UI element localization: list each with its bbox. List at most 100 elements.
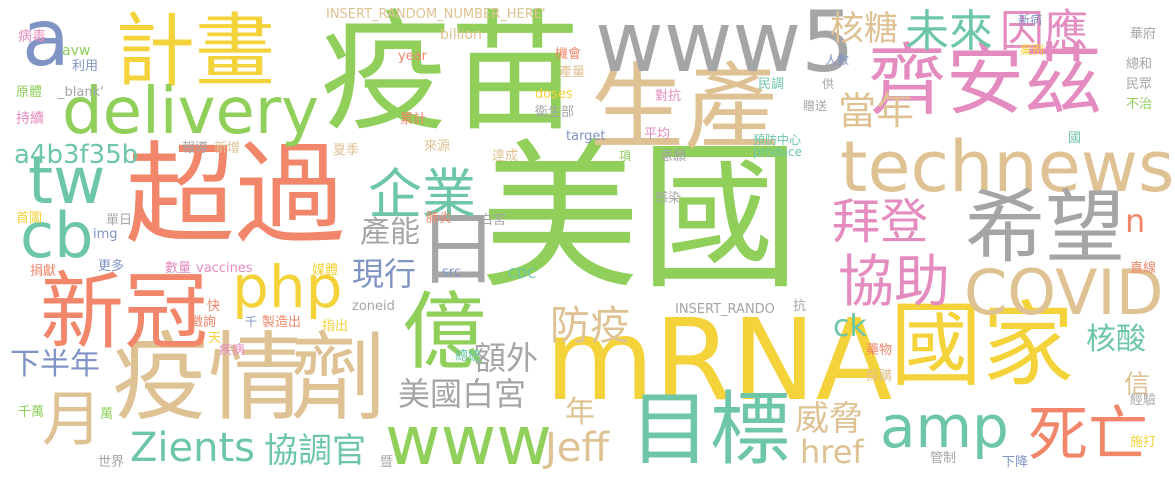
word: 供	[822, 77, 835, 91]
word: 億	[402, 283, 487, 381]
word: 美國白宮	[398, 375, 527, 413]
word: vaccines	[196, 261, 253, 276]
word: 媒體	[312, 263, 339, 278]
word: 病毒	[18, 29, 46, 45]
word: 達成	[492, 149, 519, 164]
word: INSERT_RANDOM_NUMBER_HERE'	[326, 7, 546, 22]
word: 下降	[1002, 455, 1029, 470]
word: 單日	[106, 213, 133, 228]
word: 額外	[474, 339, 539, 377]
word: Jeff	[545, 425, 609, 471]
word: 華府	[1130, 27, 1157, 42]
word: 直線	[1130, 261, 1157, 276]
word: 劑	[290, 322, 386, 434]
word: 下半年	[10, 347, 100, 382]
word: www5	[595, 0, 855, 91]
word: 核酸	[1086, 322, 1146, 357]
word: 總統	[455, 349, 482, 364]
word: 經驗	[1130, 393, 1157, 408]
word: 日	[418, 203, 498, 296]
word: 總和	[1126, 57, 1153, 72]
word: 首圖	[16, 211, 43, 226]
word: ck	[833, 309, 867, 344]
word: INSERT_RANDO	[675, 302, 775, 317]
word: 防疫	[550, 303, 630, 349]
word: a4b3f35b	[14, 140, 139, 170]
word: 協調官	[264, 431, 366, 471]
word: 製造出	[262, 315, 302, 330]
word: 威脅	[795, 399, 863, 439]
word: 世界	[98, 455, 125, 470]
word: 機會	[555, 47, 582, 62]
word: amp	[880, 393, 1009, 461]
word: 疫情	[112, 322, 304, 434]
word: 超過	[125, 131, 345, 259]
word: 更多	[98, 259, 125, 274]
word: 新冠	[40, 263, 209, 361]
word: 月	[42, 385, 102, 455]
word: delivery	[62, 75, 319, 149]
word: 民眾	[1126, 77, 1153, 92]
word: technews	[840, 126, 1175, 208]
word: 目標	[630, 383, 790, 476]
word: 肺炎	[426, 211, 453, 226]
word: 採購	[866, 369, 893, 384]
word: 藥物	[866, 343, 893, 358]
word: Zients	[130, 425, 255, 471]
word: www	[385, 402, 552, 481]
word: 不治	[1126, 97, 1153, 112]
word: mRNA	[545, 296, 893, 426]
word: 當年	[838, 89, 915, 133]
word: 快	[207, 299, 221, 314]
word: 齊安茲	[868, 36, 1103, 126]
word: 對抗	[655, 89, 682, 104]
word: 意願	[660, 149, 687, 164]
word: CDC	[508, 267, 537, 282]
word: 抗	[793, 299, 807, 314]
word: year	[398, 49, 428, 64]
word: 人數	[825, 53, 850, 67]
word: 贈送	[803, 99, 828, 113]
word: 項	[619, 149, 632, 163]
word: 拜登	[832, 194, 929, 250]
word: 預防中心	[753, 133, 802, 147]
word: 徵詢	[190, 315, 217, 330]
word: 捐獻	[30, 264, 57, 279]
word: 持續	[16, 111, 44, 127]
word: 白宮	[480, 213, 507, 228]
word: produce	[753, 145, 802, 159]
word: 國	[1068, 131, 1082, 146]
word: billion	[440, 27, 482, 43]
word: 計畫	[115, 5, 275, 98]
word: 協助	[838, 250, 950, 315]
word: _blank'	[58, 85, 104, 100]
word: img	[93, 227, 118, 242]
word: cb	[20, 199, 94, 272]
word: 感染	[655, 191, 682, 206]
word: 千	[245, 315, 258, 329]
word: avw	[62, 43, 91, 59]
word: 核糖	[830, 9, 898, 49]
word: 信	[1124, 370, 1151, 400]
word: 新病	[1018, 13, 1043, 27]
word: 現行	[352, 255, 417, 293]
word: COVID	[964, 256, 1164, 329]
word: 生產	[590, 54, 779, 163]
word: 希望	[965, 181, 1125, 274]
word: src	[442, 265, 461, 280]
word: 來源	[424, 139, 451, 154]
word: doses	[535, 87, 573, 102]
word: 國家	[890, 292, 1075, 399]
word: 新增	[214, 141, 241, 156]
word: 天	[208, 331, 222, 346]
word: 千萬	[18, 405, 45, 420]
word: 美國	[480, 124, 801, 311]
word: 暨	[380, 455, 394, 470]
word: 累計	[400, 112, 427, 127]
word: 夏季	[333, 143, 360, 158]
word: 民調	[758, 77, 785, 92]
word: 企業	[368, 163, 476, 226]
word: 因應	[1000, 6, 1088, 57]
word: 平均	[644, 127, 671, 142]
